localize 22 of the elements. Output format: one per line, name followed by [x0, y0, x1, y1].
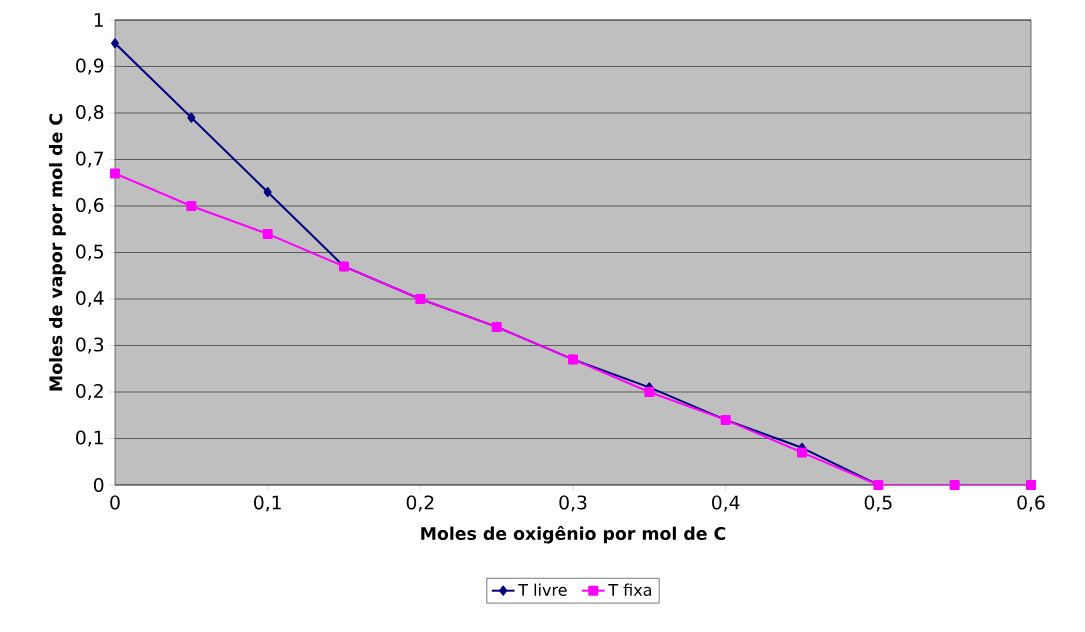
x-tick-label: 0 [110, 495, 120, 510]
y-tick-label: 0,4 [76, 290, 104, 308]
legend-label: T fixa [608, 583, 652, 596]
y-tick-label: 0,7 [76, 151, 104, 168]
x-tick-label: 0,3 [559, 495, 587, 512]
y-tick-label: 0 [93, 477, 104, 493]
y-tick-label: 0,5 [76, 244, 103, 261]
x-tick-label: 0,5 [864, 495, 892, 512]
x-tick-label: 0,1 [254, 495, 281, 512]
x-tick-label: 0,4 [712, 495, 740, 512]
y-tick-label: 0,6 [76, 197, 104, 215]
x-tick-label: 0,6 [1017, 495, 1045, 512]
x-axis-title: Moles de oxigênio por mol de C [421, 525, 726, 544]
y-tick-label: 0,8 [76, 104, 104, 122]
y-tick-label: 0,1 [76, 430, 103, 447]
y-tick-label: 0,2 [76, 383, 103, 401]
y-tick-label: 0,9 [76, 58, 104, 75]
y-axis-title: Moles de vapor por mol de C [48, 114, 66, 391]
legend-label: T livre [518, 583, 567, 596]
y-tick-label: 1 [94, 13, 103, 27]
y-tick-label: 0,3 [76, 337, 104, 354]
x-tick-label: 0,2 [406, 495, 434, 512]
